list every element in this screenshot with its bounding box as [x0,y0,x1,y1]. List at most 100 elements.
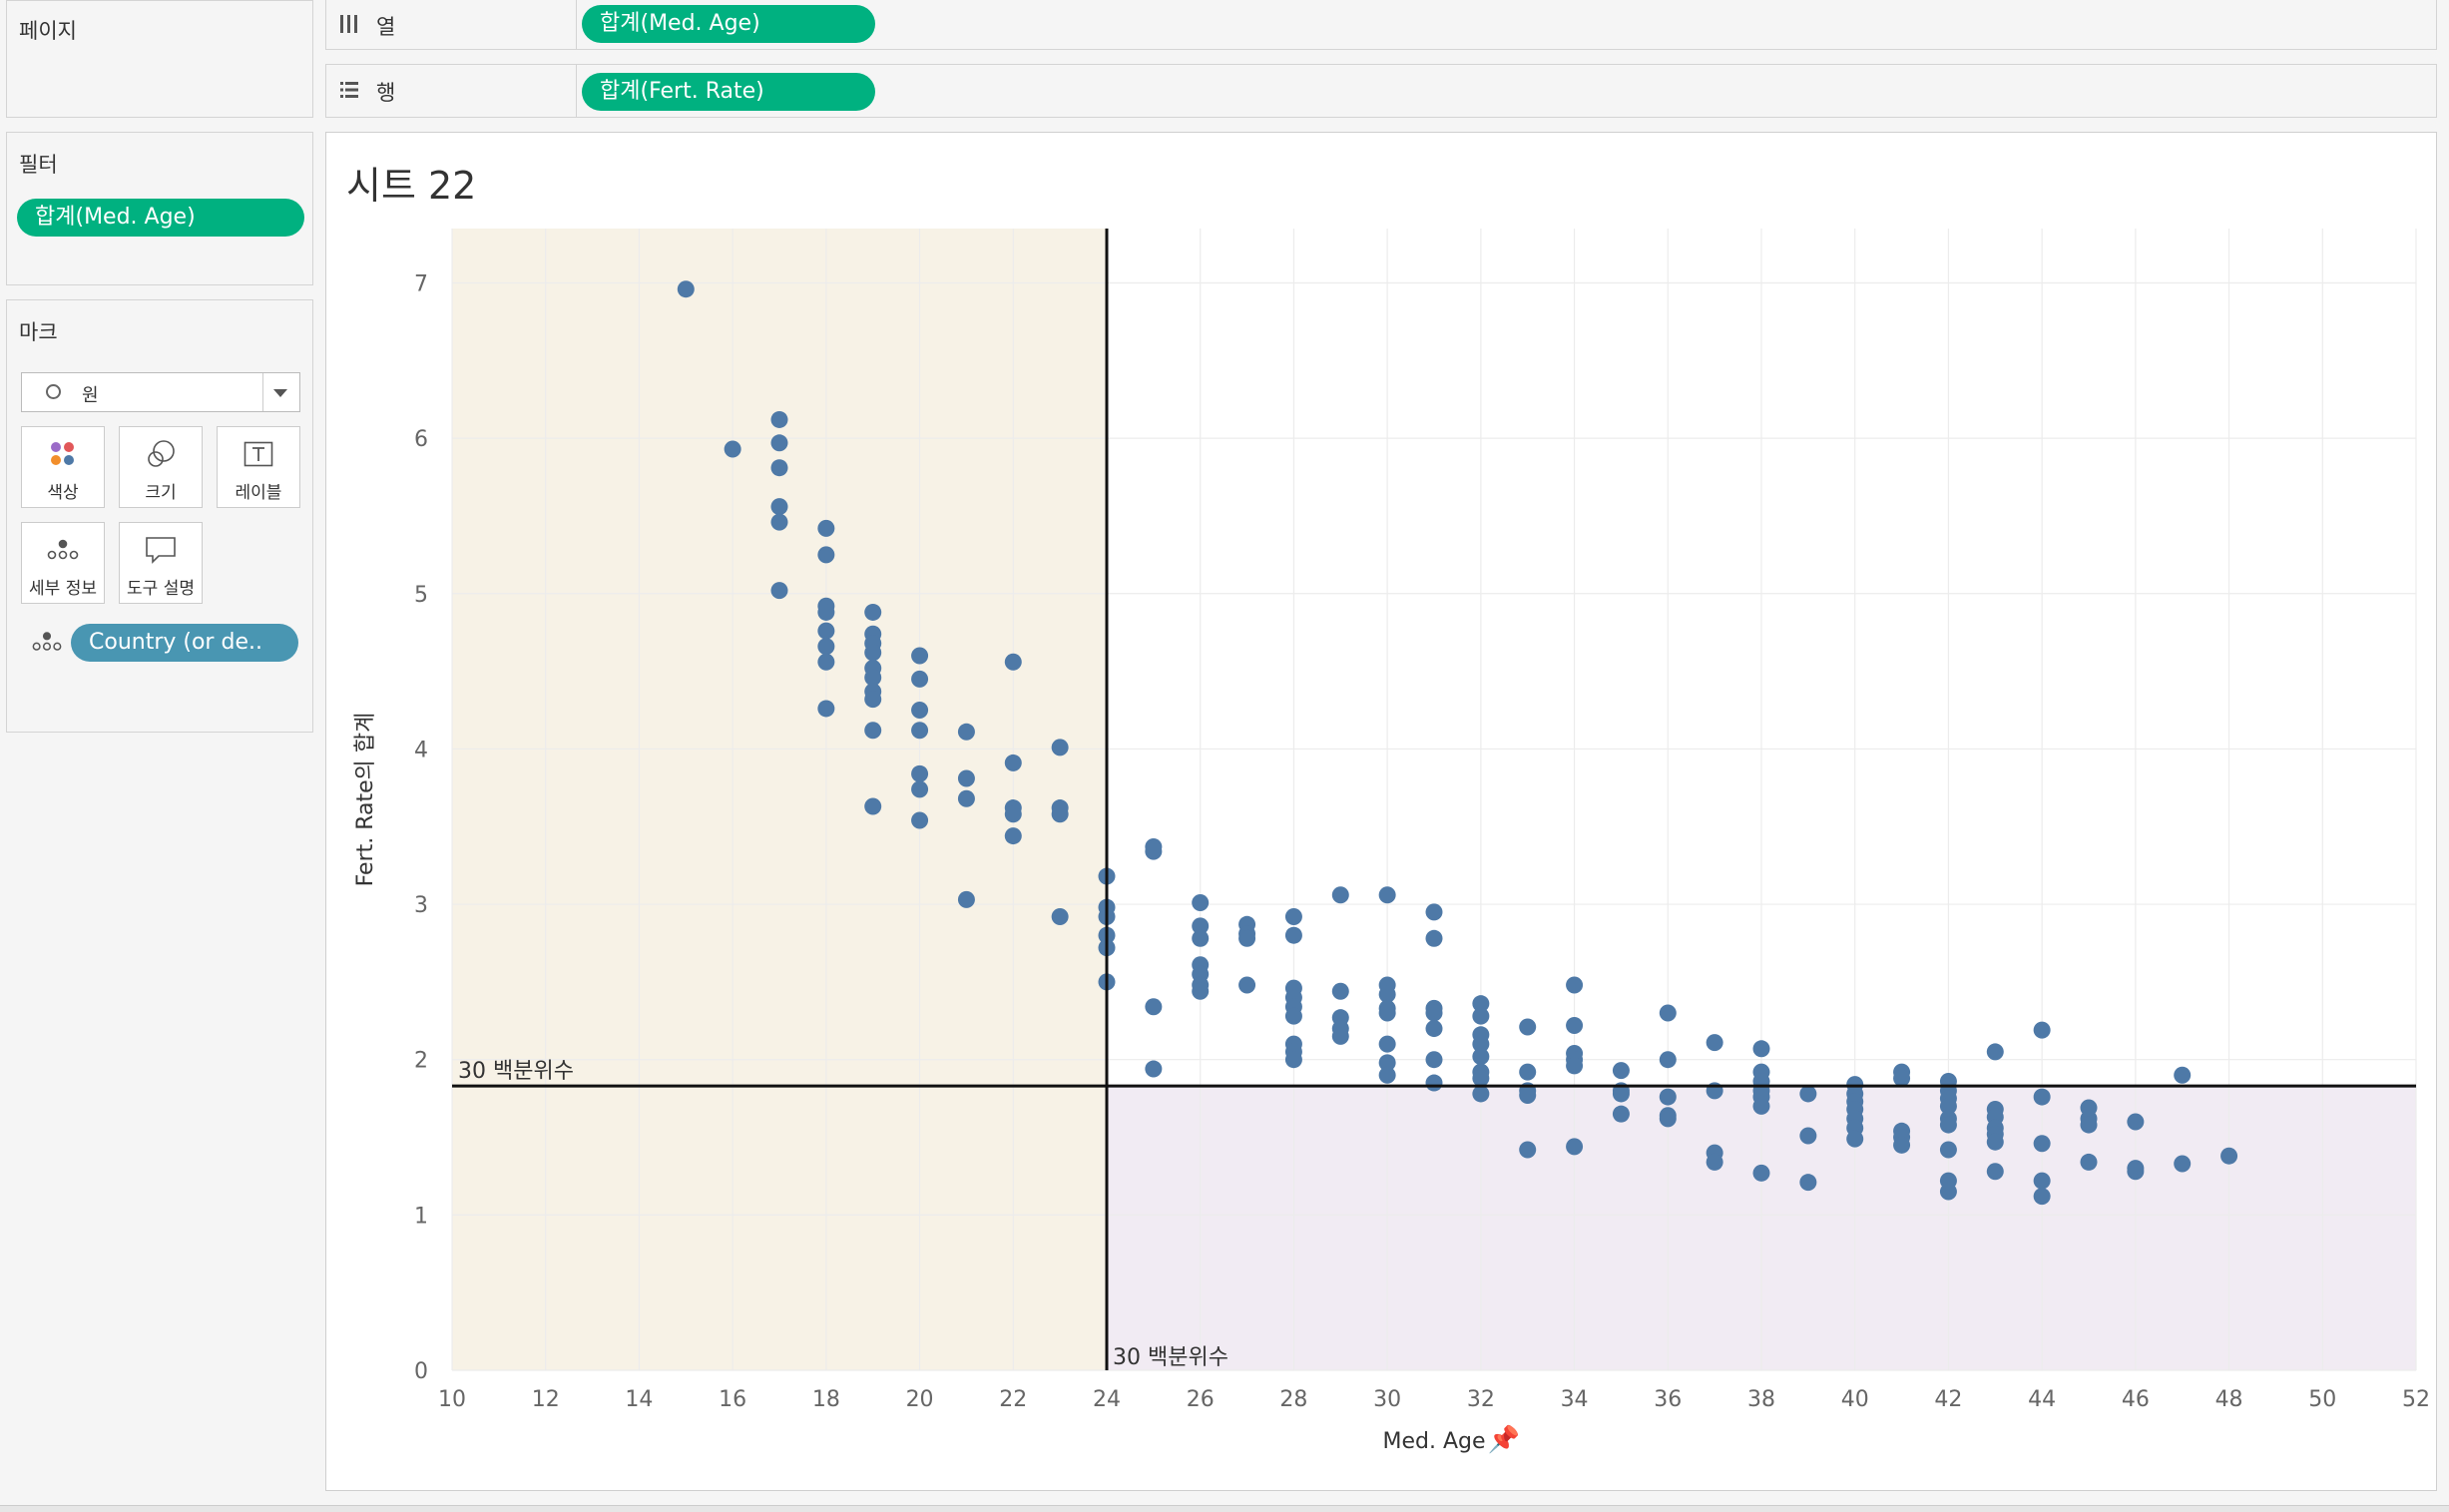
data-point[interactable] [1752,1164,1770,1182]
data-point[interactable] [911,722,929,740]
data-point[interactable] [1238,976,1256,994]
data-point[interactable] [1145,842,1163,860]
data-point[interactable] [1846,1130,1864,1148]
data-point[interactable] [1004,827,1022,845]
data-point[interactable] [817,603,835,621]
data-point[interactable] [2174,1155,2192,1173]
data-point[interactable] [1238,929,1256,947]
data-point[interactable] [1612,1085,1630,1103]
data-point[interactable] [2033,1135,2051,1153]
data-point[interactable] [1192,917,1210,935]
data-point[interactable] [1566,1057,1584,1075]
data-point[interactable] [1425,1051,1443,1069]
data-point[interactable] [1939,1097,1957,1115]
data-point[interactable] [1472,1007,1490,1025]
data-point[interactable] [770,513,788,531]
data-point[interactable] [957,890,975,908]
data-point[interactable] [2033,1188,2051,1206]
data-point[interactable] [2080,1116,2098,1134]
data-point[interactable] [1893,1069,1911,1087]
data-point[interactable] [1893,1136,1911,1154]
data-point[interactable] [817,519,835,537]
columns-shelf[interactable]: 열 합계(Med. Age) [325,0,2437,50]
rows-pill-fert-rate[interactable]: 합계(Fert. Rate) [582,73,875,111]
data-point[interactable] [1331,1027,1349,1045]
filter-pill-med-age[interactable]: 합계(Med. Age) [17,199,304,237]
data-point[interactable] [1939,1116,1957,1134]
data-point[interactable] [1986,1133,2004,1151]
data-point[interactable] [1284,908,1302,926]
data-point[interactable] [911,647,929,665]
data-point[interactable] [1472,1069,1490,1087]
data-point[interactable] [1425,903,1443,921]
data-point[interactable] [864,691,882,709]
data-point[interactable] [770,498,788,516]
data-point[interactable] [2080,1153,2098,1171]
data-point[interactable] [1004,754,1022,771]
data-point[interactable] [1425,929,1443,947]
data-point[interactable] [1659,1051,1677,1069]
data-point[interactable] [1425,1020,1443,1038]
data-point[interactable] [1378,1066,1396,1084]
data-point[interactable] [911,702,929,720]
data-point[interactable] [817,638,835,656]
data-point[interactable] [864,644,882,662]
data-point[interactable] [1004,805,1022,823]
data-point[interactable] [911,780,929,798]
data-point[interactable] [1566,1016,1584,1034]
data-point[interactable] [1799,1174,1817,1192]
detail-field-pill[interactable]: Country (or de.. [71,624,298,662]
data-point[interactable] [1659,1004,1677,1022]
data-point[interactable] [2127,1163,2145,1181]
columns-pill-med-age[interactable]: 합계(Med. Age) [582,5,875,43]
data-point[interactable] [1799,1085,1817,1103]
size-button[interactable]: 크기 [119,426,203,508]
data-point[interactable] [1986,1163,2004,1181]
data-point[interactable] [1472,1085,1490,1103]
data-point[interactable] [770,434,788,452]
data-point[interactable] [1799,1127,1817,1145]
data-point[interactable] [1192,894,1210,912]
data-point[interactable] [1566,1138,1584,1156]
pin-icon[interactable]: 📌 [1488,1423,1520,1455]
tooltip-button[interactable]: 도구 설명 [119,522,203,604]
data-point[interactable] [911,670,929,688]
data-point[interactable] [957,723,975,741]
data-point[interactable] [1425,1004,1443,1022]
data-point[interactable] [1378,1035,1396,1053]
data-point[interactable] [1378,1054,1396,1072]
data-point[interactable] [957,789,975,807]
data-point[interactable] [1566,976,1584,994]
data-point[interactable] [1939,1183,1957,1201]
data-point[interactable] [2033,1172,2051,1190]
data-point[interactable] [724,440,741,458]
data-point[interactable] [677,280,695,298]
data-point[interactable] [1519,1141,1537,1159]
data-point[interactable] [817,653,835,671]
data-point[interactable] [1192,929,1210,947]
detail-button[interactable]: 세부 정보 [21,522,105,604]
data-point[interactable] [1051,805,1069,823]
data-point[interactable] [957,769,975,787]
data-point[interactable] [1519,1087,1537,1105]
data-point[interactable] [770,410,788,428]
data-point[interactable] [864,722,882,740]
data-point[interactable] [2220,1147,2238,1165]
data-point[interactable] [1612,1105,1630,1123]
data-point[interactable] [1145,1060,1163,1078]
data-point[interactable] [1752,1097,1770,1115]
data-point[interactable] [1378,985,1396,1003]
data-point[interactable] [1145,998,1163,1016]
data-point[interactable] [1331,886,1349,904]
data-point[interactable] [1706,1153,1723,1171]
data-point[interactable] [2127,1113,2145,1131]
data-point[interactable] [817,700,835,718]
data-point[interactable] [770,582,788,600]
mark-type-dropdown[interactable]: 원 [21,372,300,412]
label-button[interactable]: 레이블 [217,426,300,508]
data-point[interactable] [1519,1063,1537,1081]
data-point[interactable] [864,797,882,815]
data-point[interactable] [1612,1062,1630,1080]
data-point[interactable] [1284,1007,1302,1025]
color-button[interactable]: 색상 [21,426,105,508]
